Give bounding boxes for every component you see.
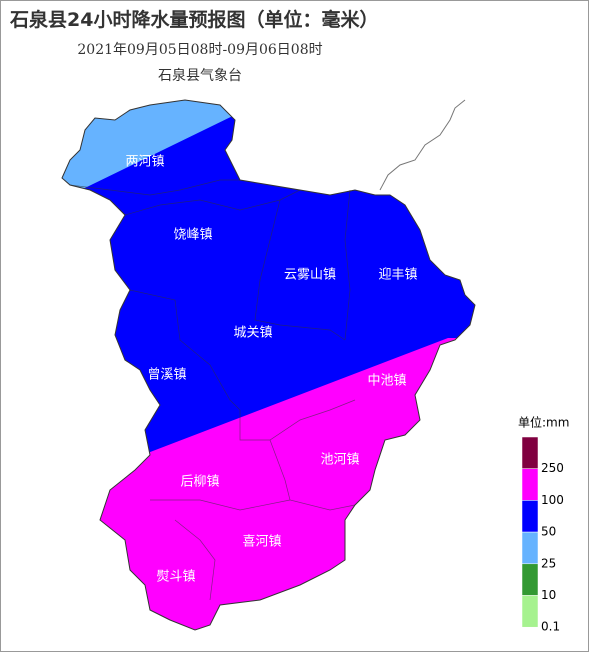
town-borders <box>69 179 356 601</box>
legend-label: 250 <box>541 461 564 475</box>
town-label: 后柳镇 <box>180 475 219 490</box>
agency: 石泉县气象台 <box>158 67 242 84</box>
town-label: 喜河镇 <box>242 535 281 550</box>
town-label: 云雾山镇 <box>284 268 336 283</box>
legend-swatch <box>521 468 539 501</box>
town-label: 曾溪镇 <box>147 368 186 383</box>
legend-swatch <box>521 500 539 533</box>
town-label: 中池镇 <box>367 374 406 389</box>
town-label: 城关镇 <box>233 326 272 341</box>
legend-label: 50 <box>541 525 556 539</box>
legend-label: 100 <box>541 493 564 507</box>
legend-label: 10 <box>541 588 556 602</box>
town-label: 迎丰镇 <box>378 268 417 283</box>
legend-swatch <box>521 531 539 565</box>
legend-swatch <box>521 595 539 628</box>
town-label: 熨斗镇 <box>156 570 195 585</box>
title: 石泉县24小时降水量预报图（单位：毫米） <box>9 8 378 31</box>
legend-title: 单位:mm <box>518 415 569 430</box>
subtitle: 2021年09月05日08时-09月06日08时 <box>77 42 322 58</box>
legend-label: 25 <box>541 556 556 570</box>
town-label: 池河镇 <box>320 453 359 468</box>
town-label: 两河镇 <box>125 155 164 170</box>
legend-label: 0.1 <box>541 620 560 634</box>
legend-swatch <box>521 436 539 469</box>
river <box>379 99 466 191</box>
town-label: 饶峰镇 <box>173 228 212 243</box>
legend-swatch <box>521 563 539 596</box>
